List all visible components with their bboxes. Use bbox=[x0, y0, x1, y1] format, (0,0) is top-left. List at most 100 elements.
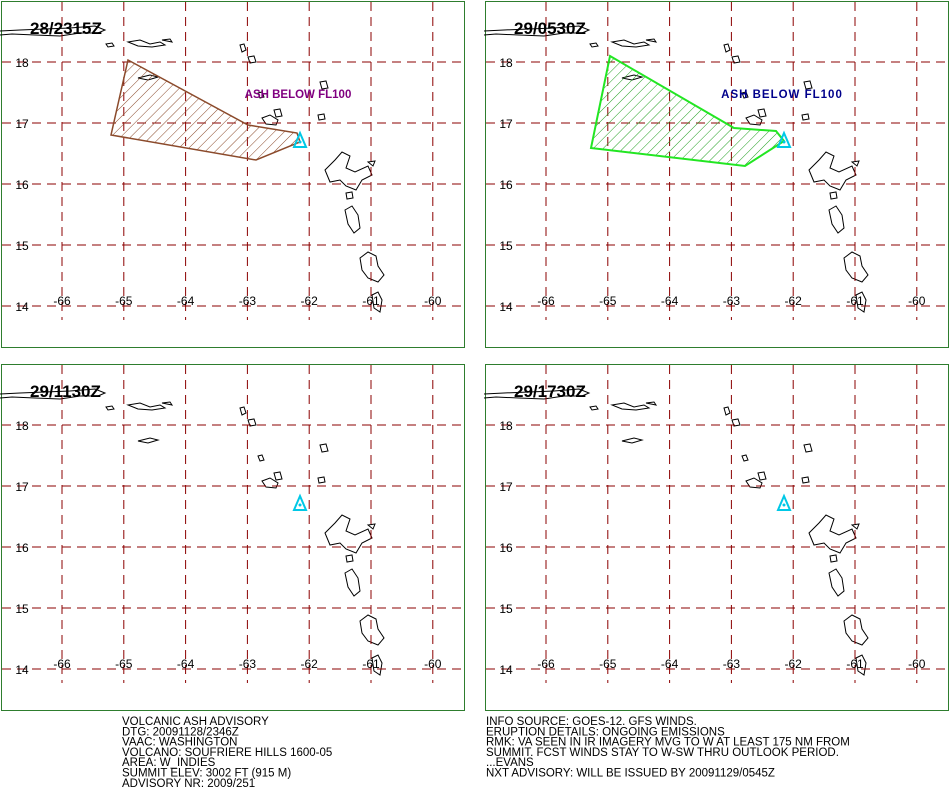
volcano-symbol bbox=[292, 130, 308, 148]
valid-time: 28/2315Z bbox=[30, 19, 102, 38]
volcano-symbol bbox=[776, 493, 792, 511]
ash-label: ASH BELOW FL100 bbox=[721, 89, 843, 101]
advisory-line: DTG: 20091128/2346Z bbox=[122, 726, 239, 738]
volcano-dot bbox=[782, 140, 786, 144]
lon-label: -63 bbox=[723, 657, 741, 671]
coastline bbox=[803, 443, 813, 453]
coastline bbox=[829, 191, 838, 200]
lon-label: -66 bbox=[53, 657, 71, 671]
coastline bbox=[731, 418, 741, 427]
lat-label: 14 bbox=[15, 300, 29, 314]
coastline bbox=[757, 471, 767, 481]
advisory-line: RMK: VA SEEN IN IR IMAGERY MVG TO W AT L… bbox=[486, 737, 850, 749]
volcano-symbol bbox=[292, 493, 308, 511]
coastline bbox=[126, 402, 167, 411]
lon-label: -60 bbox=[908, 657, 926, 671]
coastline bbox=[126, 39, 167, 48]
coastline bbox=[829, 554, 838, 563]
lat-label: 18 bbox=[499, 419, 513, 433]
panel-frame bbox=[1, 1, 465, 348]
volcano-dot bbox=[782, 503, 786, 507]
coastline bbox=[483, 25, 591, 37]
coastline bbox=[843, 251, 869, 283]
lat-label: 17 bbox=[499, 480, 513, 494]
coastline bbox=[137, 437, 160, 444]
panel-frame bbox=[485, 364, 949, 711]
map-panel: 18 17 16 15 14 -66 -65 -64 -63 -62 -61 -60 ASH BELOW… bbox=[0, 1, 465, 348]
advisory-line: NXT ADVISORY: WILL BE ISSUED BY 20091129… bbox=[486, 768, 775, 780]
coastline bbox=[850, 160, 860, 167]
coastline bbox=[723, 43, 731, 53]
coastline bbox=[801, 113, 810, 121]
lon-label: -63 bbox=[239, 294, 257, 308]
lon-label: -61 bbox=[846, 294, 864, 308]
lon-label: -60 bbox=[424, 657, 442, 671]
coastline bbox=[324, 151, 373, 191]
coastline bbox=[808, 151, 857, 191]
lat-label: 16 bbox=[15, 178, 29, 192]
lon-label: -61 bbox=[846, 657, 864, 671]
coastline bbox=[645, 401, 658, 406]
coastlines bbox=[0, 388, 385, 676]
advisory-line: SUMMIT. FCST WINDS STAY TO W-SW THRU OUT… bbox=[486, 747, 839, 759]
lon-label: -64 bbox=[661, 294, 679, 308]
ash-area bbox=[589, 54, 786, 168]
lon-label: -62 bbox=[301, 294, 319, 308]
coastline bbox=[324, 514, 373, 554]
panel-frame bbox=[485, 1, 949, 348]
lat-label: 14 bbox=[499, 300, 513, 314]
coastline bbox=[105, 42, 115, 48]
coastline bbox=[366, 160, 376, 167]
map-panel: 18 17 16 15 14 -66 -65 -64 -63 -62 -61 -60 29/1730Z bbox=[483, 364, 949, 711]
advisory-line: ADVISORY NR: 2009/251 bbox=[122, 778, 255, 790]
coastline bbox=[344, 205, 361, 234]
lon-label: -63 bbox=[723, 294, 741, 308]
lon-label: -64 bbox=[661, 657, 679, 671]
coastline bbox=[621, 437, 644, 444]
lat-label: 14 bbox=[15, 663, 29, 677]
volcano-dot bbox=[298, 503, 302, 507]
coastline bbox=[843, 614, 869, 646]
coastline bbox=[808, 514, 857, 554]
lon-label: -65 bbox=[599, 657, 617, 671]
coastlines bbox=[483, 388, 869, 676]
coastline bbox=[273, 108, 283, 118]
lon-label: -65 bbox=[599, 294, 617, 308]
lat-label: 17 bbox=[499, 117, 513, 131]
lon-label: -66 bbox=[53, 294, 71, 308]
coastline bbox=[317, 476, 326, 484]
lon-label: -62 bbox=[785, 657, 803, 671]
coastline bbox=[741, 454, 749, 462]
advisory-line: AREA: W_INDIES bbox=[122, 757, 216, 769]
lon-label: -61 bbox=[362, 657, 380, 671]
lat-label: 18 bbox=[15, 56, 29, 70]
coastline bbox=[345, 191, 354, 200]
coastline bbox=[828, 568, 845, 597]
lon-label: -62 bbox=[301, 657, 319, 671]
lon-label: -64 bbox=[177, 657, 195, 671]
lat-label: 15 bbox=[15, 239, 29, 253]
coastline bbox=[359, 614, 385, 646]
coastline bbox=[273, 471, 283, 481]
coastline bbox=[483, 388, 591, 400]
lat-label: 16 bbox=[499, 541, 513, 555]
coastline bbox=[0, 388, 107, 400]
valid-time: 29/1130Z bbox=[30, 382, 101, 401]
lon-label: -60 bbox=[908, 294, 926, 308]
lon-label: -65 bbox=[115, 657, 133, 671]
lon-label: -64 bbox=[177, 294, 195, 308]
coastline bbox=[161, 38, 174, 43]
lat-label: 17 bbox=[15, 117, 29, 131]
valid-time: 29/1730Z bbox=[514, 382, 586, 401]
coastline bbox=[247, 418, 257, 427]
coastline bbox=[801, 476, 810, 484]
coastline bbox=[247, 55, 257, 64]
lat-label: 18 bbox=[15, 419, 29, 433]
coastlines bbox=[0, 25, 385, 313]
advisory-line: ...EVANS bbox=[486, 757, 534, 769]
coastline bbox=[319, 80, 329, 90]
lat-label: 15 bbox=[15, 602, 29, 616]
advisory-line: VOLCANO: SOUFRIERE HILLS 1600-05 bbox=[122, 747, 332, 759]
coastline bbox=[589, 405, 599, 411]
